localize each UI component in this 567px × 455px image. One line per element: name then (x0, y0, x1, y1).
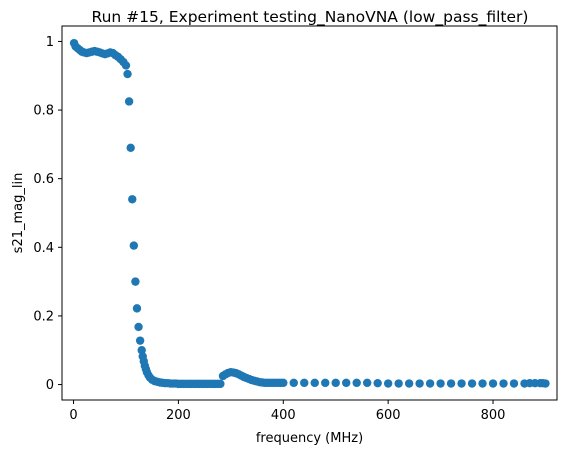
data-point (509, 379, 519, 388)
data-point (121, 61, 131, 70)
data-point (132, 304, 142, 313)
y-axis: 0 0.2 0.4 0.6 0.8 1 (33, 35, 62, 393)
data-point (279, 378, 288, 388)
data-point (404, 379, 414, 388)
y-tick-label: 1 (46, 35, 54, 50)
data-point (216, 379, 225, 389)
data-point (362, 378, 372, 388)
data-point (124, 97, 134, 106)
data-point (134, 322, 143, 332)
data-point (289, 378, 298, 388)
data-point (352, 378, 361, 388)
x-axis: 0 200 400 600 800 (69, 400, 505, 423)
x-tick-label: 600 (376, 408, 401, 423)
data-point (342, 378, 351, 388)
x-tick-label: 400 (271, 408, 296, 423)
data-point (137, 346, 146, 355)
data-point (123, 69, 132, 79)
data-point (131, 277, 140, 286)
data-point (331, 378, 340, 388)
x-tick-label: 0 (69, 408, 77, 423)
data-point (300, 378, 309, 388)
data-point (425, 379, 435, 388)
y-tick-label: 0.6 (33, 172, 54, 187)
data-point (488, 379, 498, 388)
x-axis-label: frequency (MHz) (256, 431, 363, 446)
data-point (321, 378, 330, 388)
chart-title: Run #15, Experiment testing_NanoVNA (low… (92, 8, 529, 27)
data-point (436, 379, 445, 388)
data-point (135, 336, 145, 345)
data-point (128, 195, 137, 204)
data-point (457, 379, 466, 388)
plot-area (69, 38, 550, 389)
y-tick-label: 0.4 (33, 241, 54, 256)
data-point (373, 378, 382, 388)
y-tick-label: 0 (46, 378, 54, 393)
data-point (446, 379, 456, 388)
data-point (394, 379, 403, 388)
plot-frame (61, 25, 558, 401)
data-point (310, 378, 319, 388)
data-point (415, 379, 424, 388)
x-tick-label: 800 (481, 408, 506, 423)
data-point (478, 379, 487, 388)
x-tick-label: 200 (166, 408, 191, 423)
data-point (541, 379, 550, 388)
y-tick-label: 0.8 (33, 104, 54, 119)
data-point (383, 379, 393, 388)
data-point (129, 241, 139, 250)
data-point (499, 379, 508, 388)
data-point (126, 143, 135, 153)
y-tick-label: 0.2 (33, 309, 54, 324)
data-point (467, 379, 477, 388)
y-axis-label: s21_mag_lin (11, 173, 26, 254)
